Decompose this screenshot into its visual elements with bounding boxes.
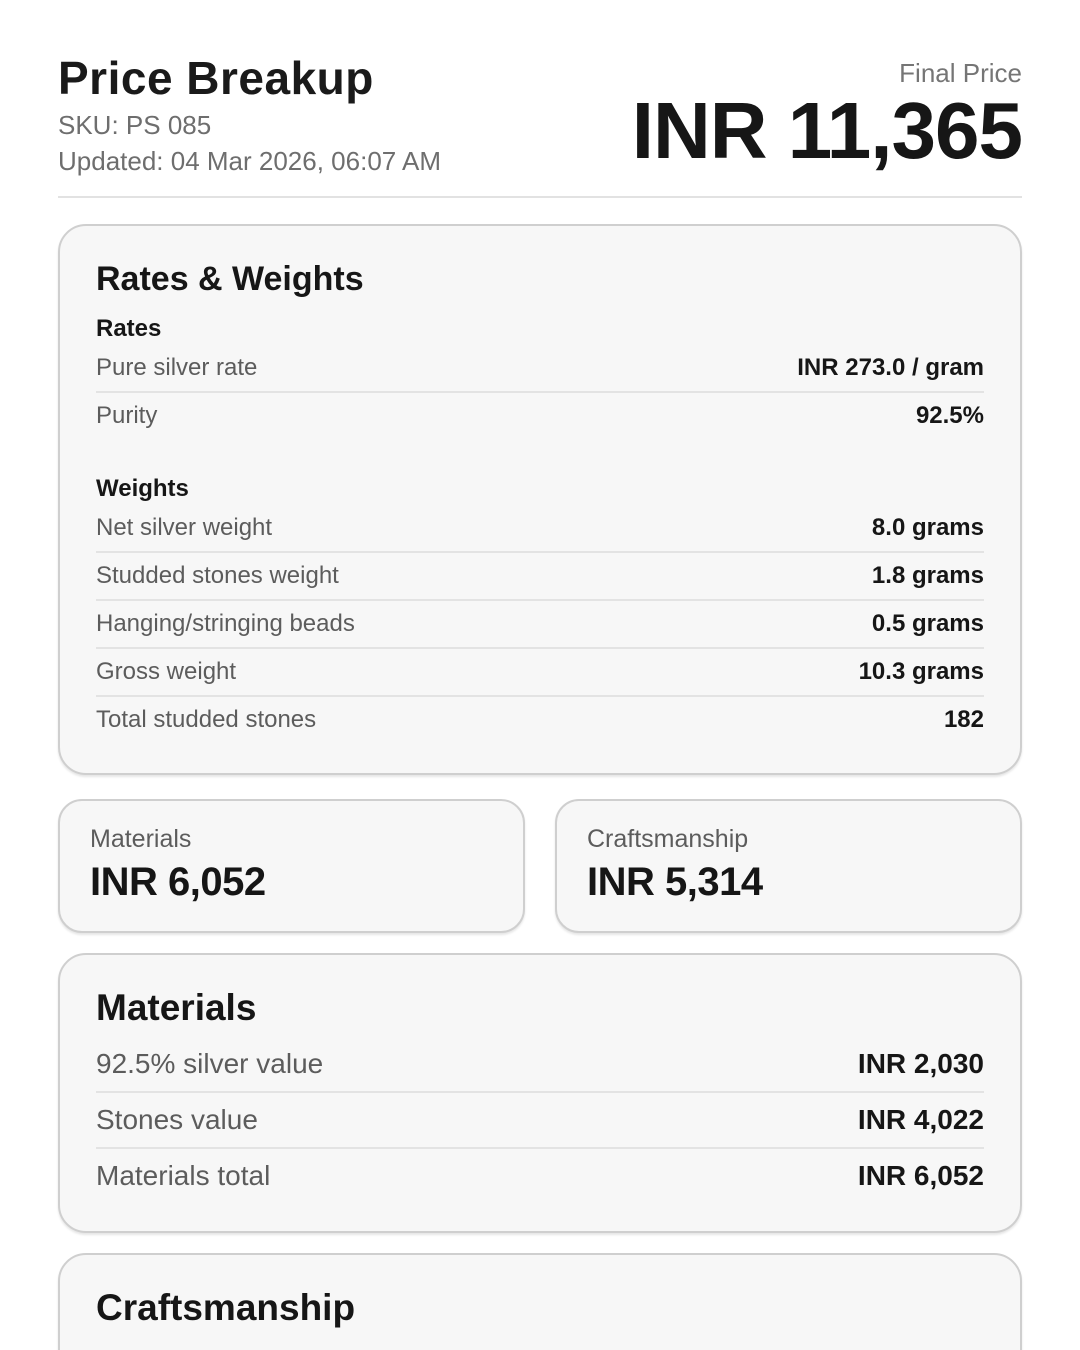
final-price-value: INR 11,365 xyxy=(631,86,1023,175)
table-row: Net silver weight 8.0 grams xyxy=(96,505,984,553)
summary-label: Materials xyxy=(90,824,192,853)
row-label: Total studded stones xyxy=(96,705,317,733)
craftsmanship-card: Craftsmanship Making charges (8.0 g x IN… xyxy=(58,1252,1022,1350)
row-label: Studded stones weight xyxy=(96,561,339,589)
final-price-label: Final Price xyxy=(899,58,1022,88)
rates-group: Rates Pure silver rate INR 273.0 / gram … xyxy=(96,313,984,439)
row-label: Net silver weight xyxy=(96,513,273,541)
header-divider xyxy=(58,195,1022,198)
row-value: 182 xyxy=(943,705,984,733)
rates-weights-title: Rates & Weights xyxy=(96,259,364,298)
summary-value: INR 6,052 xyxy=(90,859,266,904)
table-row: Gross weight 10.3 grams xyxy=(96,649,984,697)
row-label: Purity xyxy=(96,401,158,429)
row-value: INR 764 xyxy=(881,1348,984,1350)
weights-group: Weights Net silver weight 8.0 grams Stud… xyxy=(96,473,984,743)
table-row: Total studded stones 182 xyxy=(96,697,984,743)
row-label: Gross weight xyxy=(96,657,237,685)
sku-text: SKU: PS 085 xyxy=(58,109,212,140)
row-value: INR 2,030 xyxy=(857,1047,984,1079)
row-label: Hanging/stringing beads xyxy=(96,609,355,637)
page-title: Price Breakup xyxy=(58,52,374,104)
row-value: INR 4,022 xyxy=(857,1103,984,1135)
row-label: 92.5% silver value xyxy=(96,1047,324,1079)
header-left: Price Breakup SKU: PS 085 Updated: 04 Ma… xyxy=(58,52,632,178)
row-label: Stones value xyxy=(96,1103,258,1135)
table-row: Pure silver rate INR 273.0 / gram xyxy=(96,345,984,393)
row-value: INR 273.0 / gram xyxy=(797,353,984,381)
row-value: 1.8 grams xyxy=(871,561,984,589)
row-label: Materials total xyxy=(96,1159,271,1191)
table-row: 92.5% silver value INR 2,030 xyxy=(96,1037,984,1093)
table-row: Materials total INR 6,052 xyxy=(96,1149,984,1203)
header: Price Breakup SKU: PS 085 Updated: 04 Ma… xyxy=(58,52,1023,178)
rates-weights-card: Rates & Weights Rates Pure silver rate I… xyxy=(58,223,1022,775)
craftsmanship-title: Craftsmanship xyxy=(96,1286,356,1328)
materials-card: Materials 92.5% silver value INR 2,030 S… xyxy=(58,952,1022,1233)
craftsmanship-summary-card: Craftsmanship INR 5,314 xyxy=(555,798,1022,933)
row-value: 10.3 grams xyxy=(858,657,984,685)
summary-row: Materials INR 6,052 Craftsmanship INR 5,… xyxy=(58,798,1022,933)
row-value: 92.5% xyxy=(915,401,984,429)
materials-title: Materials xyxy=(96,986,257,1028)
table-row: Stones value INR 4,022 xyxy=(96,1093,984,1149)
summary-label: Craftsmanship xyxy=(587,824,749,853)
final-price-block: Final Price INR 11,365 xyxy=(631,52,1023,175)
row-label: Pure silver rate xyxy=(96,353,258,381)
table-row: Hanging/stringing beads 0.5 grams xyxy=(96,601,984,649)
table-row: Making charges (8.0 g x INR 95/g) INR 76… xyxy=(96,1337,984,1350)
table-row: Studded stones weight 1.8 grams xyxy=(96,553,984,601)
weights-group-title: Weights xyxy=(96,474,189,502)
updated-timestamp: Updated: 04 Mar 2026, 06:07 AM xyxy=(58,146,442,177)
materials-summary-card: Materials INR 6,052 xyxy=(58,798,525,933)
summary-value: INR 5,314 xyxy=(587,859,763,904)
row-value: 0.5 grams xyxy=(871,609,984,637)
table-row: Purity 92.5% xyxy=(96,393,984,439)
rates-group-title: Rates xyxy=(96,314,162,342)
row-value: 8.0 grams xyxy=(871,513,984,541)
row-value: INR 6,052 xyxy=(857,1159,984,1191)
row-label: Making charges (8.0 g x INR 95/g) xyxy=(96,1348,522,1350)
